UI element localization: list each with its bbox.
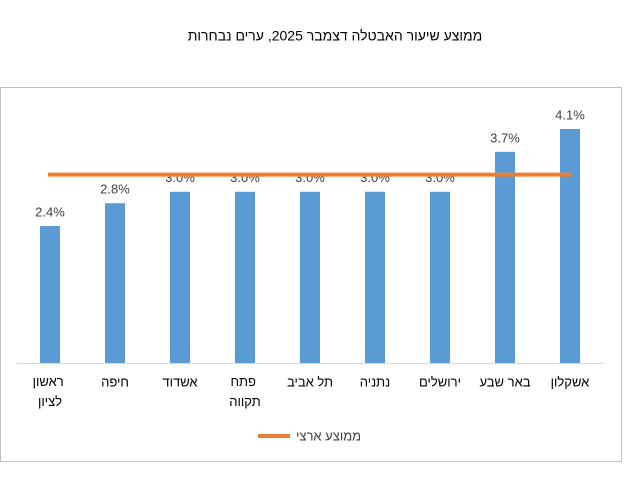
value-label: 3.0% xyxy=(360,170,390,185)
bar xyxy=(430,191,450,363)
legend-label: ממוצע ארצי xyxy=(296,428,361,443)
chart-title: ממוצע שיעור האבטלה דצמבר 2025, ערים נבחר… xyxy=(188,28,483,44)
bar xyxy=(300,191,320,363)
x-tick-label: באר שבע xyxy=(479,374,530,389)
bar xyxy=(560,129,580,363)
value-label: 2.8% xyxy=(100,182,130,197)
value-label: 3.0% xyxy=(295,170,325,185)
x-tick-label: ירושלים xyxy=(419,374,461,389)
x-tick-label: ראשון לציון xyxy=(33,374,68,409)
value-label: 3.7% xyxy=(490,130,520,145)
bar xyxy=(105,203,125,363)
value-label: 2.4% xyxy=(35,204,65,219)
bar xyxy=(170,191,190,363)
value-label: 3.0% xyxy=(425,170,455,185)
value-label: 3.0% xyxy=(165,170,195,185)
x-tick-label: תל אביב xyxy=(287,374,333,389)
x-tick-label: אשקלון xyxy=(551,374,590,389)
bar xyxy=(235,191,255,363)
bar xyxy=(40,226,60,363)
bar xyxy=(365,191,385,363)
x-tick-label: פתח תקווה xyxy=(229,374,260,409)
x-tick-label: אשדוד xyxy=(162,374,197,389)
x-tick-label: נתניה xyxy=(360,374,390,389)
value-label: 4.1% xyxy=(555,107,585,122)
x-tick-label: חיפה xyxy=(101,374,129,389)
bar xyxy=(495,151,515,363)
value-label: 3.0% xyxy=(230,170,260,185)
